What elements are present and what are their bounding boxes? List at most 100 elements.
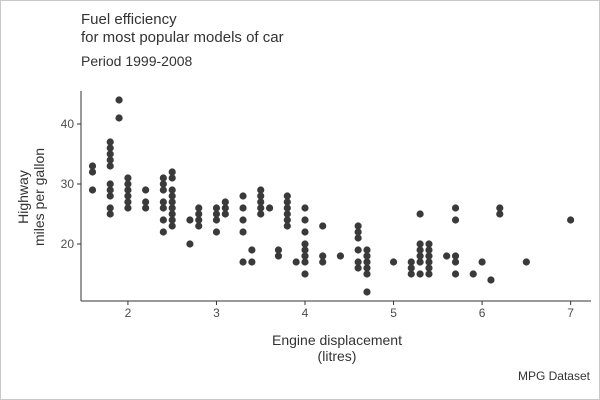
x-axis-label-line-2: (litres)	[317, 348, 357, 364]
data-point	[124, 204, 132, 212]
data-point	[283, 222, 291, 230]
data-point	[354, 228, 362, 236]
data-point	[443, 252, 451, 260]
data-point	[363, 258, 371, 266]
data-point	[257, 204, 265, 212]
data-point	[239, 228, 247, 236]
data-point	[168, 216, 176, 224]
data-point	[451, 204, 460, 212]
data-point	[159, 180, 167, 188]
data-point	[212, 228, 221, 236]
data-point	[106, 162, 114, 170]
data-point	[451, 216, 460, 224]
data-point	[283, 204, 291, 212]
data-point	[425, 264, 433, 272]
data-point	[363, 270, 371, 278]
data-point	[168, 204, 176, 212]
data-point	[106, 204, 114, 212]
x-tick-label: 4	[302, 306, 309, 320]
data-point	[425, 240, 433, 248]
chart-title-line-2: for most popular models of car	[81, 29, 284, 46]
data-point	[106, 150, 114, 158]
data-point	[124, 192, 132, 200]
data-point	[221, 198, 229, 206]
data-point	[336, 252, 345, 260]
data-point	[115, 114, 123, 122]
data-point	[416, 252, 424, 260]
data-point	[142, 204, 150, 212]
data-point	[319, 252, 327, 260]
data-point	[363, 264, 371, 272]
chart-caption: MPG Dataset	[517, 369, 590, 383]
y-tick-label: 40	[61, 117, 75, 131]
data-point	[416, 270, 424, 278]
x-tick-label: 6	[479, 306, 486, 320]
x-tick-label: 7	[567, 306, 574, 320]
data-point	[159, 216, 167, 224]
data-point	[159, 174, 167, 182]
x-axis-label: Engine displacement (litres)	[272, 332, 402, 364]
data-point	[567, 216, 575, 224]
data-point	[363, 252, 371, 260]
data-point	[487, 276, 495, 284]
data-point	[425, 246, 433, 254]
x-tick-label: 2	[125, 306, 132, 320]
data-point	[212, 216, 221, 224]
data-point	[274, 246, 283, 254]
data-point	[301, 252, 309, 260]
data-point	[124, 180, 132, 188]
data-point	[168, 210, 176, 218]
data-point	[106, 156, 114, 164]
data-point	[416, 210, 424, 218]
data-point	[168, 174, 176, 182]
data-point	[88, 162, 97, 170]
data-point	[106, 138, 114, 146]
data-point	[301, 240, 309, 248]
data-point	[159, 228, 167, 236]
data-point	[221, 204, 229, 212]
data-point	[451, 270, 460, 278]
y-axis-label-line-1: Highway	[15, 170, 31, 224]
data-point	[257, 210, 265, 218]
data-point	[195, 222, 203, 230]
x-tick-label: 3	[213, 306, 220, 320]
data-point	[363, 288, 371, 296]
data-point	[416, 246, 424, 254]
data-point	[257, 186, 265, 194]
axes	[80, 91, 591, 302]
data-point	[257, 198, 265, 206]
data-point	[416, 258, 424, 266]
data-point	[115, 96, 123, 104]
data-point	[124, 198, 132, 206]
data-point	[319, 222, 327, 230]
data-point	[496, 204, 504, 212]
data-point	[354, 222, 362, 230]
data-point	[469, 270, 477, 278]
data-point	[106, 180, 114, 188]
data-point	[301, 270, 309, 278]
data-point	[407, 264, 415, 272]
chart-title-line-1: Fuel efficiency	[81, 11, 177, 28]
data-point	[425, 258, 433, 266]
data-point	[168, 222, 176, 230]
y-axis-label-line-2: miles per gallon	[31, 147, 47, 247]
data-point	[248, 246, 256, 254]
data-point	[239, 258, 247, 266]
data-point	[354, 258, 362, 266]
data-point	[292, 258, 300, 266]
data-point	[301, 216, 309, 224]
data-point	[354, 234, 362, 242]
data-point	[106, 186, 114, 194]
data-point	[88, 168, 97, 176]
data-point	[168, 192, 176, 200]
data-point	[159, 198, 167, 206]
data-point	[301, 246, 309, 254]
data-point	[389, 258, 398, 266]
data-point	[195, 216, 203, 224]
data-point	[478, 258, 486, 266]
data-point	[416, 240, 424, 248]
x-axis-label-line-1: Engine displacement	[272, 332, 402, 348]
data-point	[239, 204, 247, 212]
